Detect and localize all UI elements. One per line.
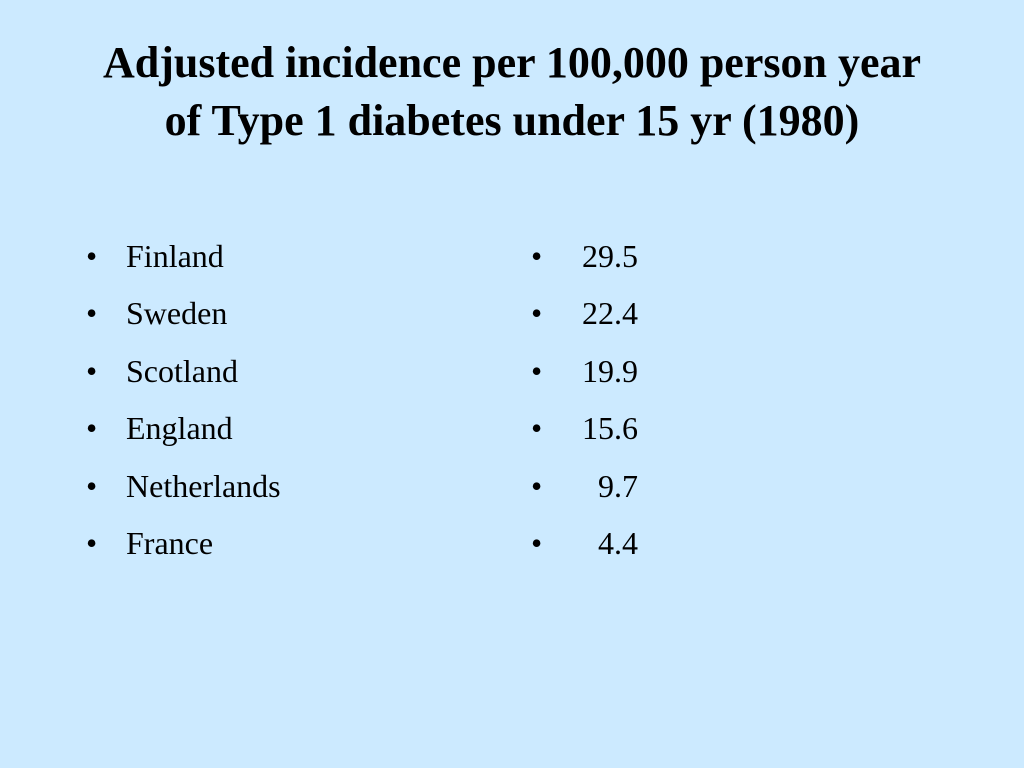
country-name: France (126, 524, 214, 561)
list-item: • France (86, 515, 466, 572)
slide-title: Adjusted incidence per 100,000 person ye… (20, 34, 1004, 150)
list-item: • 15.6 (531, 400, 731, 457)
bullet-icon: • (86, 524, 98, 561)
title-line-1: Adjusted incidence per 100,000 person ye… (102, 38, 922, 87)
list-item: • 29.5 (531, 228, 731, 285)
list-item: • Scotland (86, 343, 466, 400)
list-item: • England (86, 400, 466, 457)
list-item: • 22.4 (531, 285, 731, 342)
incidence-value: 19.9 (582, 352, 638, 389)
country-name: Netherlands (126, 467, 281, 504)
bullet-icon: • (531, 524, 543, 561)
country-list: • Finland • Sweden • Scotland • England • Net… (86, 228, 466, 572)
incidence-value: 9.7 (598, 467, 638, 504)
bullet-icon: • (531, 410, 543, 447)
country-name: Scotland (126, 352, 238, 389)
incidence-list: • 29.5 • 22.4 • 19.9 • 15.6 • 9.7 • 4.4 (531, 228, 731, 572)
country-name: England (126, 410, 233, 447)
bullet-icon: • (86, 295, 98, 332)
bullet-icon: • (531, 238, 543, 274)
bullet-icon: • (86, 410, 98, 447)
incidence-value: 4.4 (598, 524, 638, 561)
list-item: • 19.9 (531, 343, 731, 400)
title-line-2: of Type 1 diabetes under 15 yr (1980) (164, 96, 860, 145)
incidence-value: 29.5 (582, 238, 638, 274)
incidence-value: 15.6 (582, 410, 638, 447)
incidence-value: 22.4 (582, 295, 638, 332)
bullet-icon: • (86, 352, 98, 389)
list-item: • 9.7 (531, 458, 731, 515)
bullet-icon: • (531, 295, 543, 332)
list-item: • 4.4 (531, 515, 731, 572)
list-item: • Netherlands (86, 458, 466, 515)
bullet-icon: • (86, 238, 98, 274)
country-name: Finland (126, 238, 224, 274)
bullet-icon: • (531, 467, 543, 504)
bullet-icon: • (531, 352, 543, 389)
bullet-icon: • (86, 467, 98, 504)
country-name: Sweden (126, 295, 228, 332)
list-item: • Sweden (86, 285, 466, 342)
list-item: • Finland (86, 228, 466, 285)
